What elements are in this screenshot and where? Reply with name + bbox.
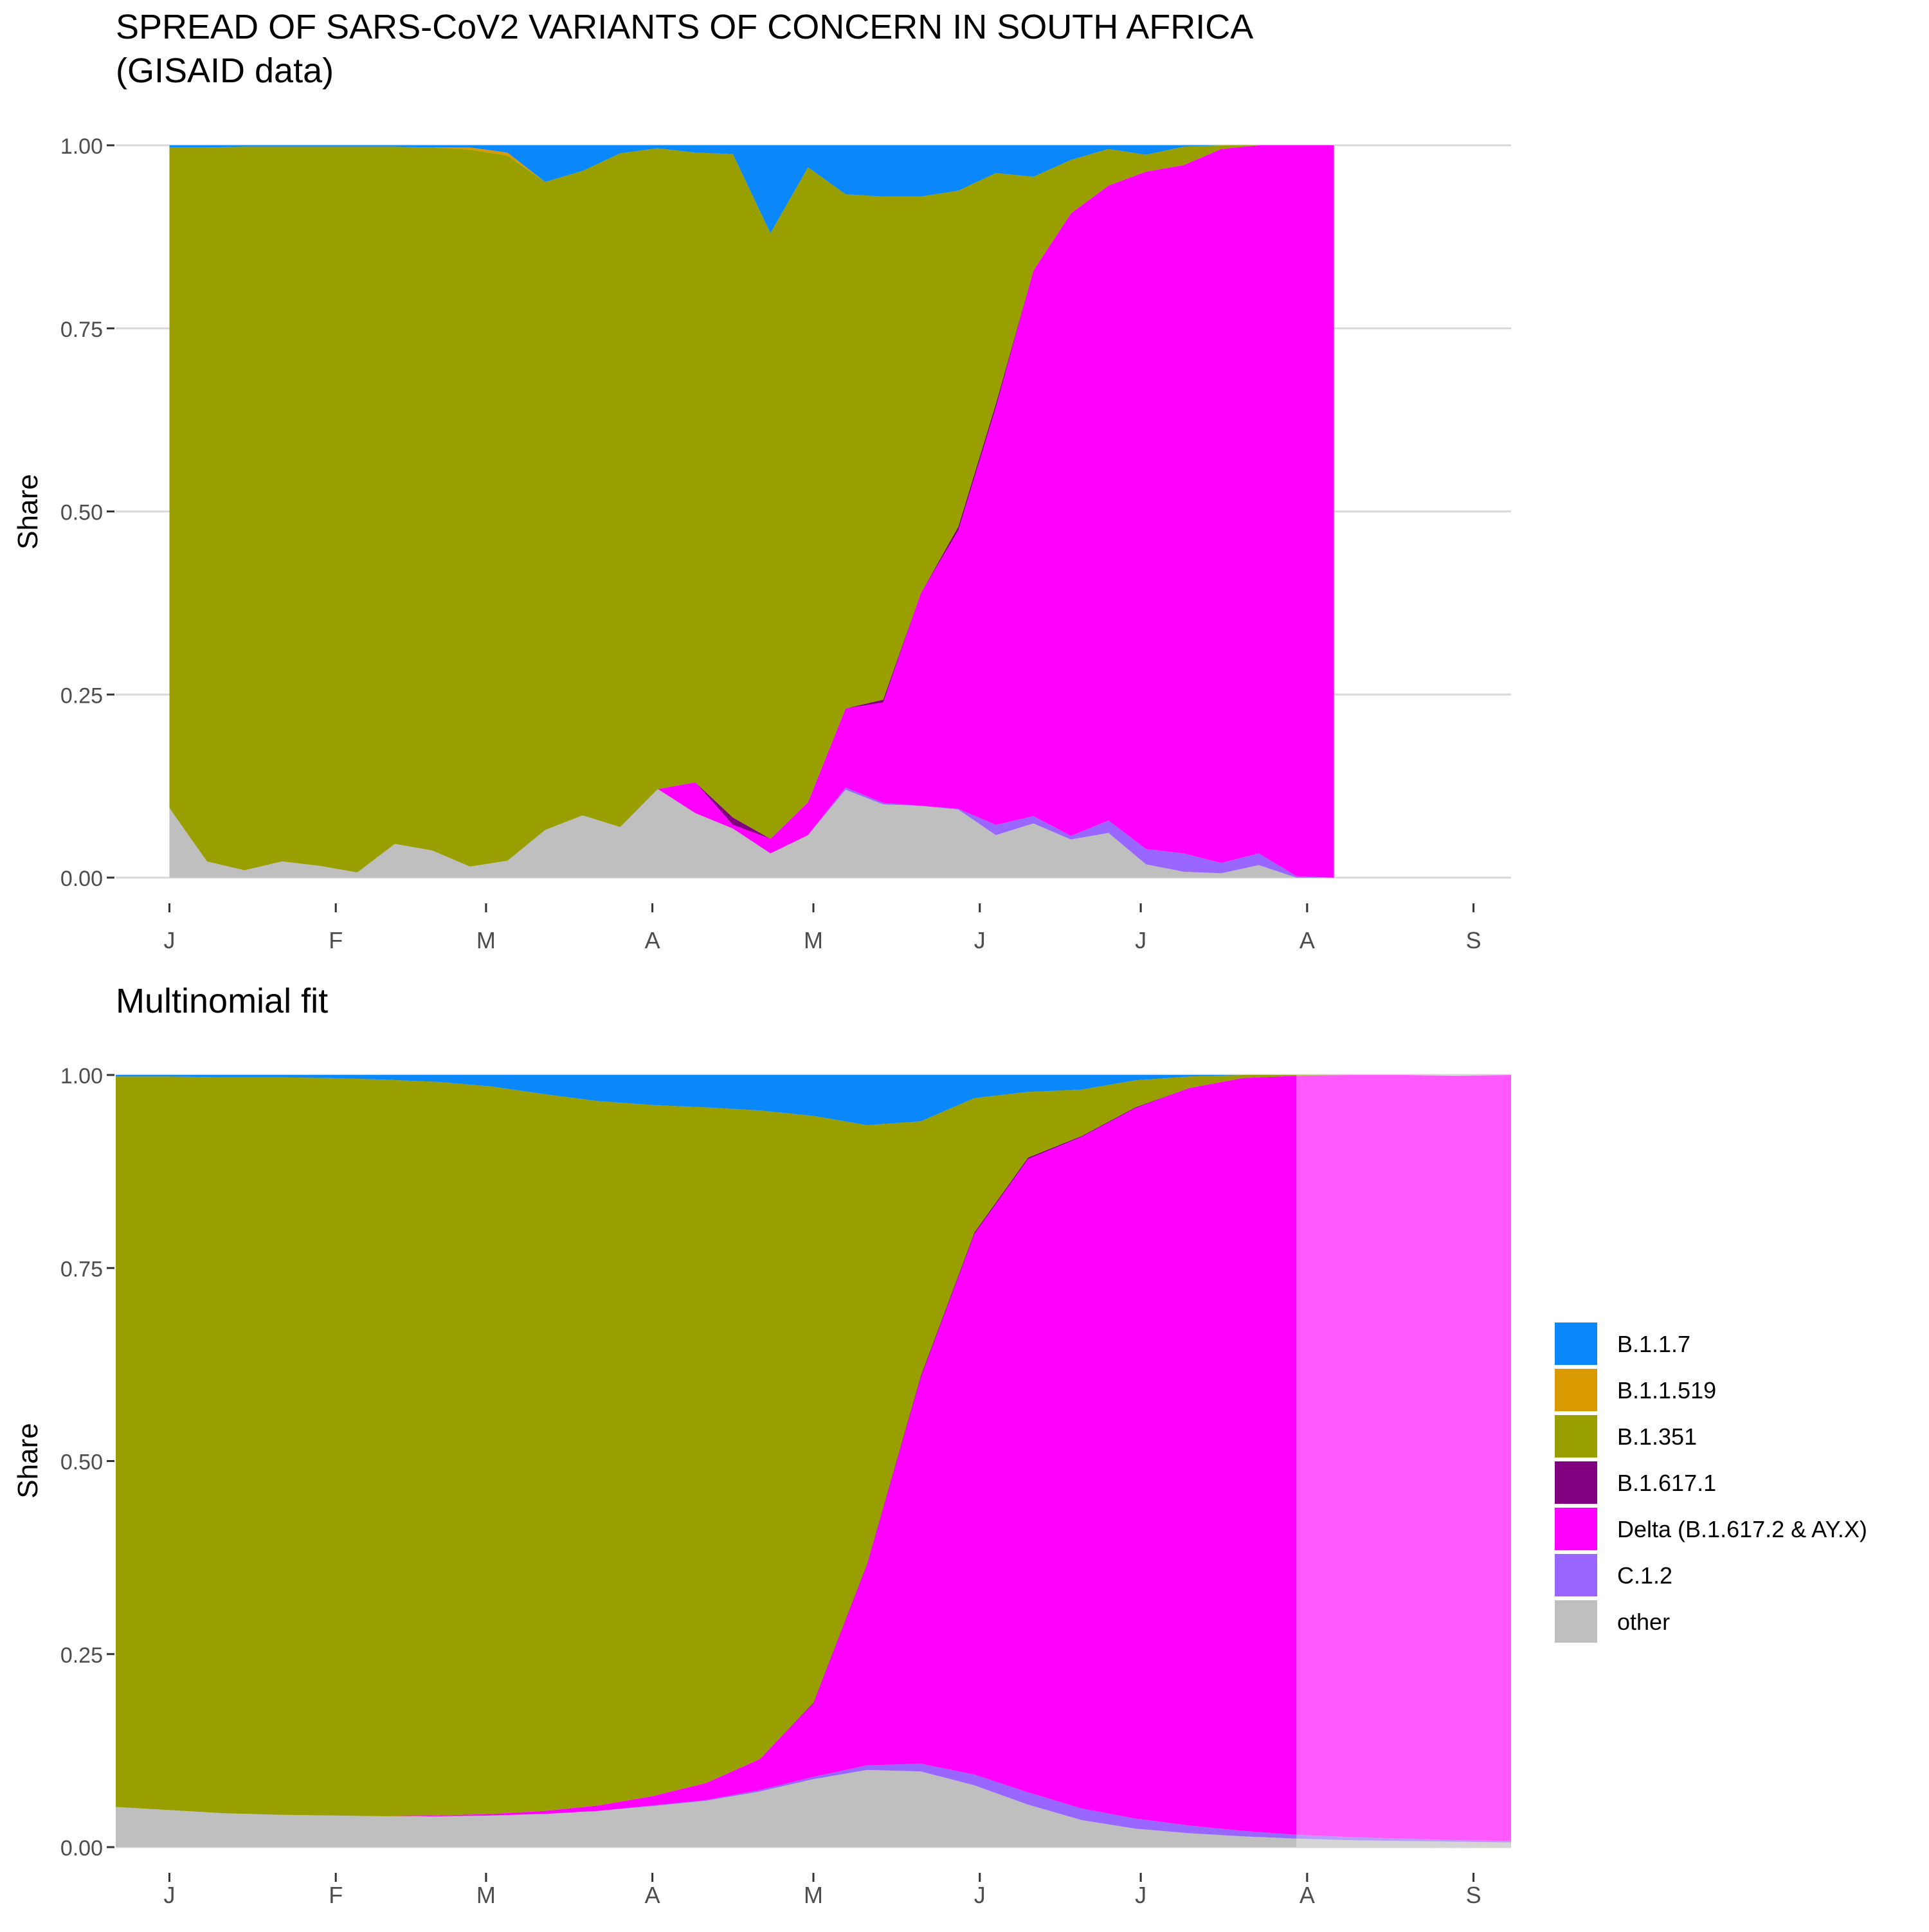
x-tick-label: M xyxy=(476,927,496,953)
x-tick-label: A xyxy=(645,1882,660,1908)
gisaid-panel: 0.00 0.25 0.50 0.75 1.00 J F M A M J J A S xyxy=(60,134,1511,953)
legend-swatch-delta-b-1-617-2-ay-x xyxy=(1555,1508,1597,1550)
y-tick-label: 0.25 xyxy=(60,683,103,708)
projection-overlay xyxy=(1296,1075,1511,1847)
chart-title-line1: SPREAD OF SARS-CoV2 VARIANTS OF CONCERN … xyxy=(116,8,1253,46)
x-tick-label: J xyxy=(163,1882,175,1908)
legend-label-delta-b-1-617-2-ay-x: Delta (B.1.617.2 & AY.X) xyxy=(1617,1516,1867,1542)
area-delta-b-1-617-2-ay-x xyxy=(116,1075,1511,1841)
legend-label-b-1-1-519: B.1.1.519 xyxy=(1617,1377,1716,1404)
legend-swatch-c-1-2 xyxy=(1555,1554,1597,1596)
legend-label-other: other xyxy=(1617,1609,1670,1635)
y-tick-label: 1.00 xyxy=(60,1064,103,1088)
y-tick-label: 0.75 xyxy=(60,318,103,342)
x-tick-label: A xyxy=(645,927,660,953)
x-tick-label: J xyxy=(1135,1882,1146,1908)
y-tick-label: 0.00 xyxy=(60,1836,103,1861)
y-tick-label: 0.50 xyxy=(60,1450,103,1475)
y-axis-label-bottom: Share xyxy=(12,1423,44,1498)
x-tick-label: S xyxy=(1466,1882,1481,1908)
y-tick-label: 0.75 xyxy=(60,1257,103,1281)
y-tick-label: 0.00 xyxy=(60,867,103,891)
x-tick-label: S xyxy=(1466,927,1481,953)
y-tick-label: 0.50 xyxy=(60,501,103,525)
y-tick-label: 0.25 xyxy=(60,1643,103,1668)
legend-swatch-other xyxy=(1555,1600,1597,1643)
x-tick-label: M xyxy=(804,927,823,953)
legend-swatch-b-1-1-7 xyxy=(1555,1323,1597,1365)
x-tick-label: A xyxy=(1300,1882,1315,1908)
legend-label-b-1-351: B.1.351 xyxy=(1617,1423,1697,1450)
legend-swatch-b-1-617-1 xyxy=(1555,1461,1597,1504)
legend-label-b-1-1-7: B.1.1.7 xyxy=(1617,1331,1690,1357)
area-other xyxy=(169,789,1334,878)
area-b-1-351 xyxy=(169,145,1334,872)
x-tick-label: A xyxy=(1300,927,1315,953)
legend-label-b-1-617-1: B.1.617.1 xyxy=(1617,1470,1716,1496)
fit-panel: 0.00 0.25 0.50 0.75 1.00 J F M A M J J A S xyxy=(60,1064,1511,1908)
x-tick-label: F xyxy=(329,1882,343,1908)
area-other xyxy=(116,1769,1511,1847)
x-tick-label: J xyxy=(1135,927,1146,953)
area-b-1-1-7 xyxy=(116,1075,1511,1126)
legend: B.1.1.7 B.1.1.519 B.1.351 B.1.617.1 Delta (B… xyxy=(1555,1323,1867,1643)
legend-swatch-b-1-1-519 xyxy=(1555,1369,1597,1411)
x-tick-label: J xyxy=(974,1882,986,1908)
x-tick-label: F xyxy=(329,927,343,953)
chart-title-fit: Multinomial fit xyxy=(116,982,328,1020)
area-b-1-351 xyxy=(116,1075,1511,1816)
area-c-1-2 xyxy=(116,1764,1511,1843)
y-axis-label-top: Share xyxy=(12,474,44,549)
area-delta-b-1-617-2-ay-x xyxy=(169,145,1334,878)
x-tick-label: M xyxy=(476,1882,496,1908)
legend-swatch-b-1-351 xyxy=(1555,1415,1597,1458)
x-tick-label: J xyxy=(974,927,986,953)
x-tick-label: J xyxy=(163,927,175,953)
legend-label-c-1-2: C.1.2 xyxy=(1617,1562,1672,1589)
chart-title-line2: (GISAID data) xyxy=(116,51,334,90)
area-c-1-2 xyxy=(169,787,1334,878)
area-b-1-1-7 xyxy=(169,145,1334,233)
x-tick-label: M xyxy=(804,1882,823,1908)
y-tick-label: 1.00 xyxy=(60,134,103,159)
